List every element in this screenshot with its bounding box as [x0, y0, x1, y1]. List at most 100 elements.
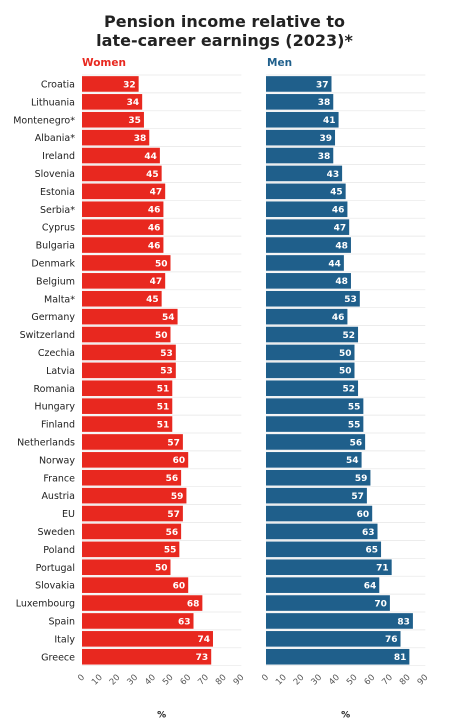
category-label: Serbia* — [40, 205, 75, 216]
men-bar — [266, 434, 366, 450]
category-label: Romania — [33, 384, 75, 395]
women-value-label: 38 — [134, 134, 147, 144]
women-value-label: 35 — [128, 116, 141, 126]
women-x-tick-label: 30 — [125, 673, 140, 688]
men-bar — [266, 595, 390, 611]
men-value-label: 43 — [327, 170, 340, 180]
category-label: Montenegro* — [13, 115, 75, 126]
men-bar — [266, 469, 371, 486]
men-value-label: 70 — [374, 599, 387, 609]
men-bar — [266, 219, 350, 235]
men-x-tick-label: 40 — [327, 673, 342, 688]
women-value-label: 60 — [173, 581, 186, 591]
men-bar — [266, 308, 348, 325]
women-bar — [82, 416, 173, 432]
category-label: Slovakia — [35, 581, 75, 592]
men-bar — [266, 165, 343, 182]
men-bar — [266, 541, 382, 558]
women-bar — [82, 94, 143, 110]
category-label: Spain — [48, 616, 75, 627]
category-label: Denmark — [31, 258, 75, 269]
men-bar — [266, 648, 410, 665]
women-value-label: 54 — [162, 313, 175, 323]
men-bar — [266, 290, 360, 307]
chart-title: Pension income relative to late-career e… — [0, 12, 449, 50]
women-value-label: 50 — [155, 564, 168, 574]
women-bar — [82, 76, 139, 92]
category-label: Estonia — [40, 187, 75, 198]
men-panel-title: Men — [267, 57, 293, 69]
women-bar — [82, 273, 166, 289]
men-value-label: 50 — [339, 367, 352, 377]
women-bar — [82, 201, 164, 218]
men-bar — [266, 76, 332, 92]
women-value-label: 56 — [166, 474, 179, 484]
women-value-label: 73 — [196, 653, 209, 663]
men-bar — [266, 147, 334, 164]
men-value-label: 83 — [397, 617, 410, 627]
men-bar — [266, 380, 359, 397]
category-label: Hungary — [34, 402, 75, 413]
men-bar — [266, 505, 373, 522]
men-value-label: 50 — [339, 349, 352, 359]
women-value-label: 50 — [155, 331, 168, 341]
men-bar — [266, 559, 392, 576]
women-bar — [82, 183, 166, 200]
women-bar — [82, 344, 176, 361]
men-value-label: 38 — [318, 152, 331, 162]
women-value-label: 53 — [160, 349, 173, 359]
category-label: Germany — [31, 312, 75, 323]
women-value-label: 46 — [148, 241, 161, 251]
men-x-tick-label: 60 — [363, 673, 378, 688]
men-value-label: 55 — [348, 420, 361, 430]
men-value-label: 45 — [330, 188, 343, 198]
women-value-label: 45 — [146, 295, 159, 305]
men-bar — [266, 129, 336, 146]
men-value-label: 65 — [366, 546, 379, 556]
women-bar — [82, 631, 213, 647]
women-bar — [82, 165, 162, 182]
men-x-tick-label: 10 — [274, 673, 289, 688]
men-value-label: 60 — [357, 510, 370, 520]
women-bar — [82, 326, 171, 343]
women-value-label: 59 — [171, 492, 184, 502]
men-bar — [266, 344, 355, 361]
category-label: Slovenia — [35, 169, 75, 180]
category-label: Poland — [43, 545, 75, 556]
women-value-label: 55 — [164, 546, 177, 556]
women-bar — [82, 362, 176, 379]
men-value-label: 47 — [334, 223, 347, 233]
women-value-label: 57 — [167, 438, 180, 448]
men-value-label: 37 — [316, 80, 329, 90]
men-bar — [266, 183, 346, 200]
men-value-label: 46 — [332, 206, 345, 216]
women-value-label: 45 — [146, 170, 159, 180]
women-bar — [82, 613, 194, 629]
category-label: Czechia — [38, 348, 75, 359]
men-value-label: 48 — [335, 241, 348, 251]
men-bar — [266, 613, 413, 629]
men-bar — [266, 94, 334, 110]
women-bar — [82, 487, 187, 504]
women-value-label: 63 — [178, 617, 191, 627]
category-label: Albania* — [35, 133, 75, 144]
men-bar — [266, 237, 351, 253]
women-bar — [82, 505, 183, 522]
men-value-label: 81 — [394, 653, 407, 663]
men-bar — [266, 577, 380, 593]
men-bar — [266, 452, 362, 468]
category-label: Sweden — [37, 527, 75, 538]
men-bar — [266, 201, 348, 218]
men-value-label: 41 — [323, 116, 336, 126]
women-bar — [82, 398, 173, 414]
women-panel-title: Women — [82, 57, 126, 69]
women-value-label: 46 — [148, 206, 161, 216]
men-value-label: 76 — [385, 635, 398, 645]
women-x-tick-label: 10 — [90, 673, 105, 688]
chart-title-line-2: late-career earnings (2023)* — [96, 31, 353, 50]
category-label: Italy — [54, 634, 75, 645]
category-label: Netherlands — [17, 437, 75, 448]
category-label: France — [43, 473, 75, 484]
women-bar — [82, 290, 162, 307]
